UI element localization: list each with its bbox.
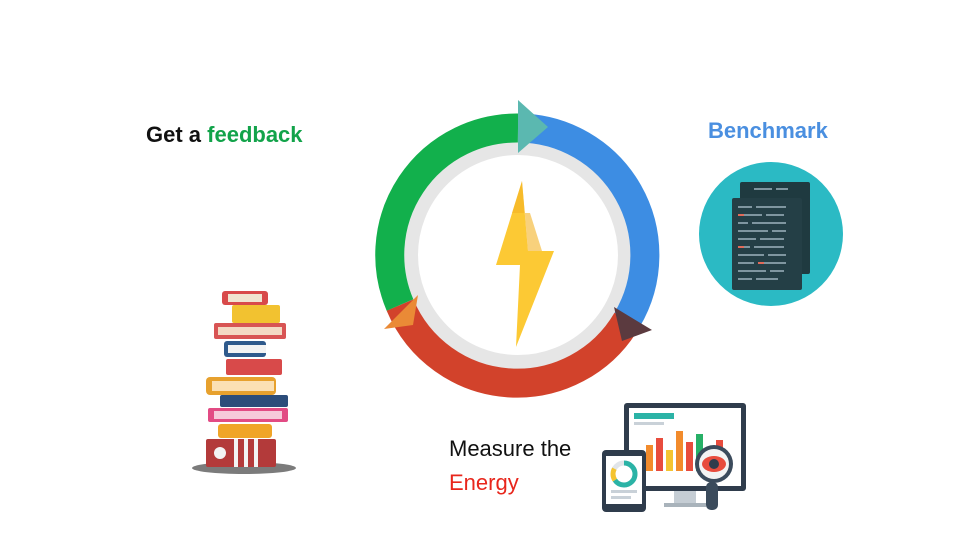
book-stack-icon xyxy=(192,291,296,474)
measure-label: Measure the Energy xyxy=(449,432,571,500)
analytics-dashboard-icon xyxy=(602,403,746,512)
arrowhead-teal xyxy=(518,100,548,153)
arrowhead-dark xyxy=(614,307,652,341)
green-arc-segment xyxy=(375,113,519,311)
energy-highlight-text: Energy xyxy=(449,470,519,495)
lightning-bolt-icon xyxy=(496,181,554,347)
red-arc-segment xyxy=(386,299,640,398)
blue-arc-segment xyxy=(517,113,660,328)
cycle-diagram xyxy=(375,100,660,398)
code-documents-icon xyxy=(699,162,843,306)
arrowhead-orange xyxy=(384,295,418,329)
feedback-highlight-text: feedback xyxy=(207,122,303,147)
benchmark-label: Benchmark xyxy=(708,118,828,143)
feedback-prefix-text: Get a xyxy=(146,122,208,147)
measure-line-text: Measure the xyxy=(449,436,572,461)
feedback-label: Get a feedback xyxy=(146,122,303,148)
